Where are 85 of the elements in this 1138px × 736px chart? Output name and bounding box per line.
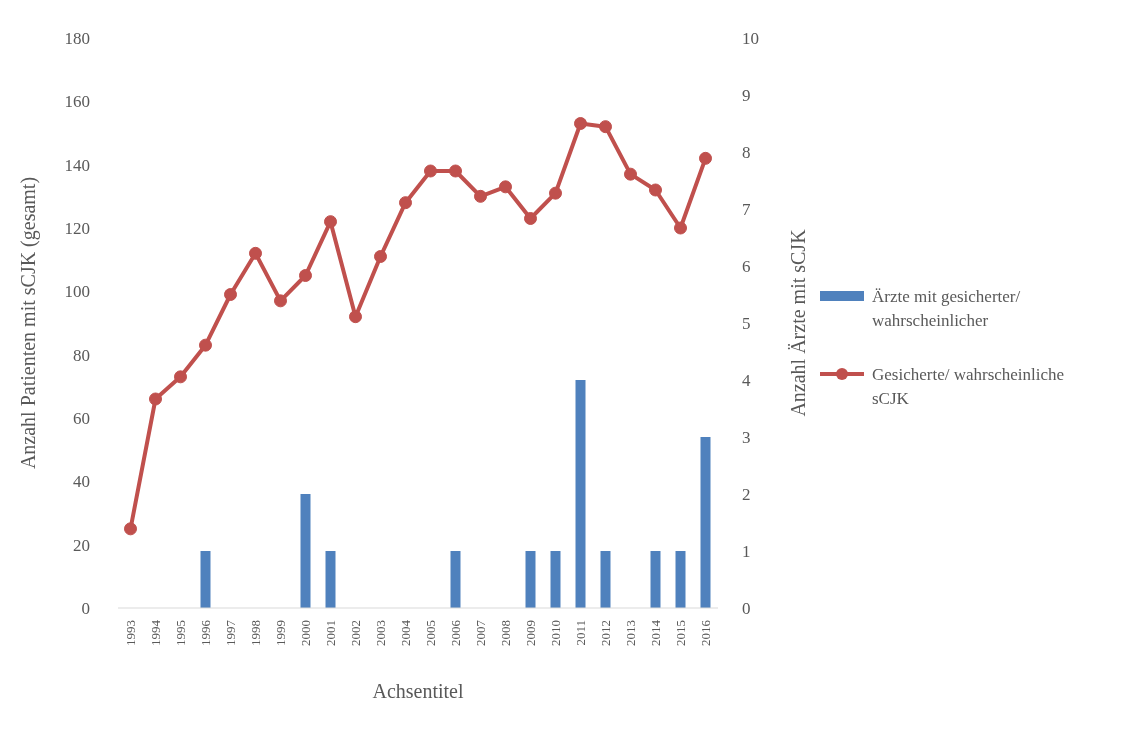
y-axis-title: Anzahl Patienten mit sCJK (gesamt) — [17, 176, 41, 470]
y-tick-label: 80 — [73, 345, 90, 365]
x-tick-label: 2013 — [623, 620, 638, 646]
y2-tick-label: 8 — [742, 143, 751, 163]
point — [699, 151, 712, 165]
point — [574, 117, 587, 130]
x-tick-label: 2009 — [523, 620, 538, 646]
point — [349, 310, 362, 324]
x-tick-label: 2008 — [498, 620, 513, 646]
x-tick-label: 2014 — [648, 619, 663, 646]
point — [549, 186, 562, 200]
x-tick-label: 1994 — [148, 619, 163, 646]
bar — [550, 551, 561, 608]
point — [274, 294, 287, 308]
x-tick-label: 1996 — [198, 619, 213, 646]
point — [199, 338, 212, 352]
x-tick-label: 2007 — [473, 619, 488, 646]
y2-tick-label: 7 — [742, 200, 751, 220]
x-tick-label: 2005 — [423, 620, 438, 646]
x-tick-label: 2016 — [698, 619, 713, 646]
x-tick-label: 2003 — [373, 620, 388, 646]
y2-axis-title: Anzahl Ärzte mit sCJK — [787, 228, 810, 417]
y-tick-label: 60 — [73, 409, 90, 429]
bar — [300, 494, 311, 608]
point — [299, 269, 312, 282]
point — [224, 288, 237, 301]
y2-tick-label: 4 — [742, 371, 751, 391]
y2-tick-label: 3 — [742, 428, 751, 448]
point — [324, 215, 337, 229]
x-tick-label: 2012 — [598, 620, 613, 646]
y2-tick-label: 0 — [742, 599, 751, 619]
point — [524, 212, 537, 225]
x-tick-label: 1998 — [248, 620, 263, 646]
point — [149, 392, 162, 406]
x-tick-label: 2002 — [348, 620, 363, 646]
bar — [200, 551, 211, 608]
bar — [575, 380, 586, 608]
x-tick-label: 1999 — [273, 620, 288, 646]
x-tick-label: 2000 — [298, 620, 313, 646]
bar — [650, 551, 661, 608]
x-axis-title: Achsentitel — [372, 680, 464, 702]
point — [499, 180, 512, 194]
x-tick-label: 2004 — [398, 619, 413, 646]
y-tick-label: 0 — [81, 599, 90, 619]
x-tick-label: 2010 — [548, 620, 563, 646]
bar — [675, 551, 686, 608]
legend-label: Ärzte mit gesicherter/ wahrscheinlicher — [872, 286, 1022, 332]
bar — [525, 551, 536, 608]
point — [424, 164, 437, 178]
y2-tick-label: 9 — [742, 86, 751, 106]
bar — [600, 551, 611, 608]
x-tick-label: 2001 — [323, 620, 338, 646]
x-tick-label: 2011 — [573, 620, 588, 646]
bar — [450, 551, 461, 608]
point — [249, 246, 262, 260]
point — [674, 221, 687, 235]
point — [374, 250, 387, 263]
y2-tick-label: 6 — [742, 257, 751, 277]
x-tick-label: 1995 — [173, 620, 188, 646]
x-tick-label: 2006 — [448, 619, 463, 646]
y2-tick-label: 2 — [742, 485, 751, 505]
x-tick-label: 2015 — [673, 620, 688, 646]
y-tick-label: 180 — [64, 29, 90, 49]
y-tick-label: 40 — [73, 472, 90, 492]
y2-tick-label: 10 — [742, 29, 759, 49]
y-tick-label: 120 — [64, 219, 90, 239]
point — [174, 370, 187, 384]
y2-tick-label: 1 — [742, 542, 751, 562]
bar — [700, 437, 711, 608]
y2-tick-label: 5 — [742, 314, 751, 334]
y-tick-label: 140 — [64, 155, 90, 175]
point — [599, 120, 612, 134]
point — [399, 196, 412, 210]
legend-label: Gesicherte/ wahrscheinliche sCJK — [872, 364, 1066, 410]
x-tick-label: 1997 — [223, 619, 238, 646]
x-tick-label: 1993 — [123, 620, 138, 646]
point — [449, 164, 462, 178]
point — [649, 183, 662, 197]
y-tick-label: 20 — [73, 535, 90, 555]
bar — [325, 551, 336, 608]
y-tick-label: 160 — [64, 92, 90, 112]
point — [474, 189, 487, 203]
y-tick-label: 100 — [64, 282, 90, 302]
point — [124, 522, 137, 536]
point — [624, 167, 637, 181]
